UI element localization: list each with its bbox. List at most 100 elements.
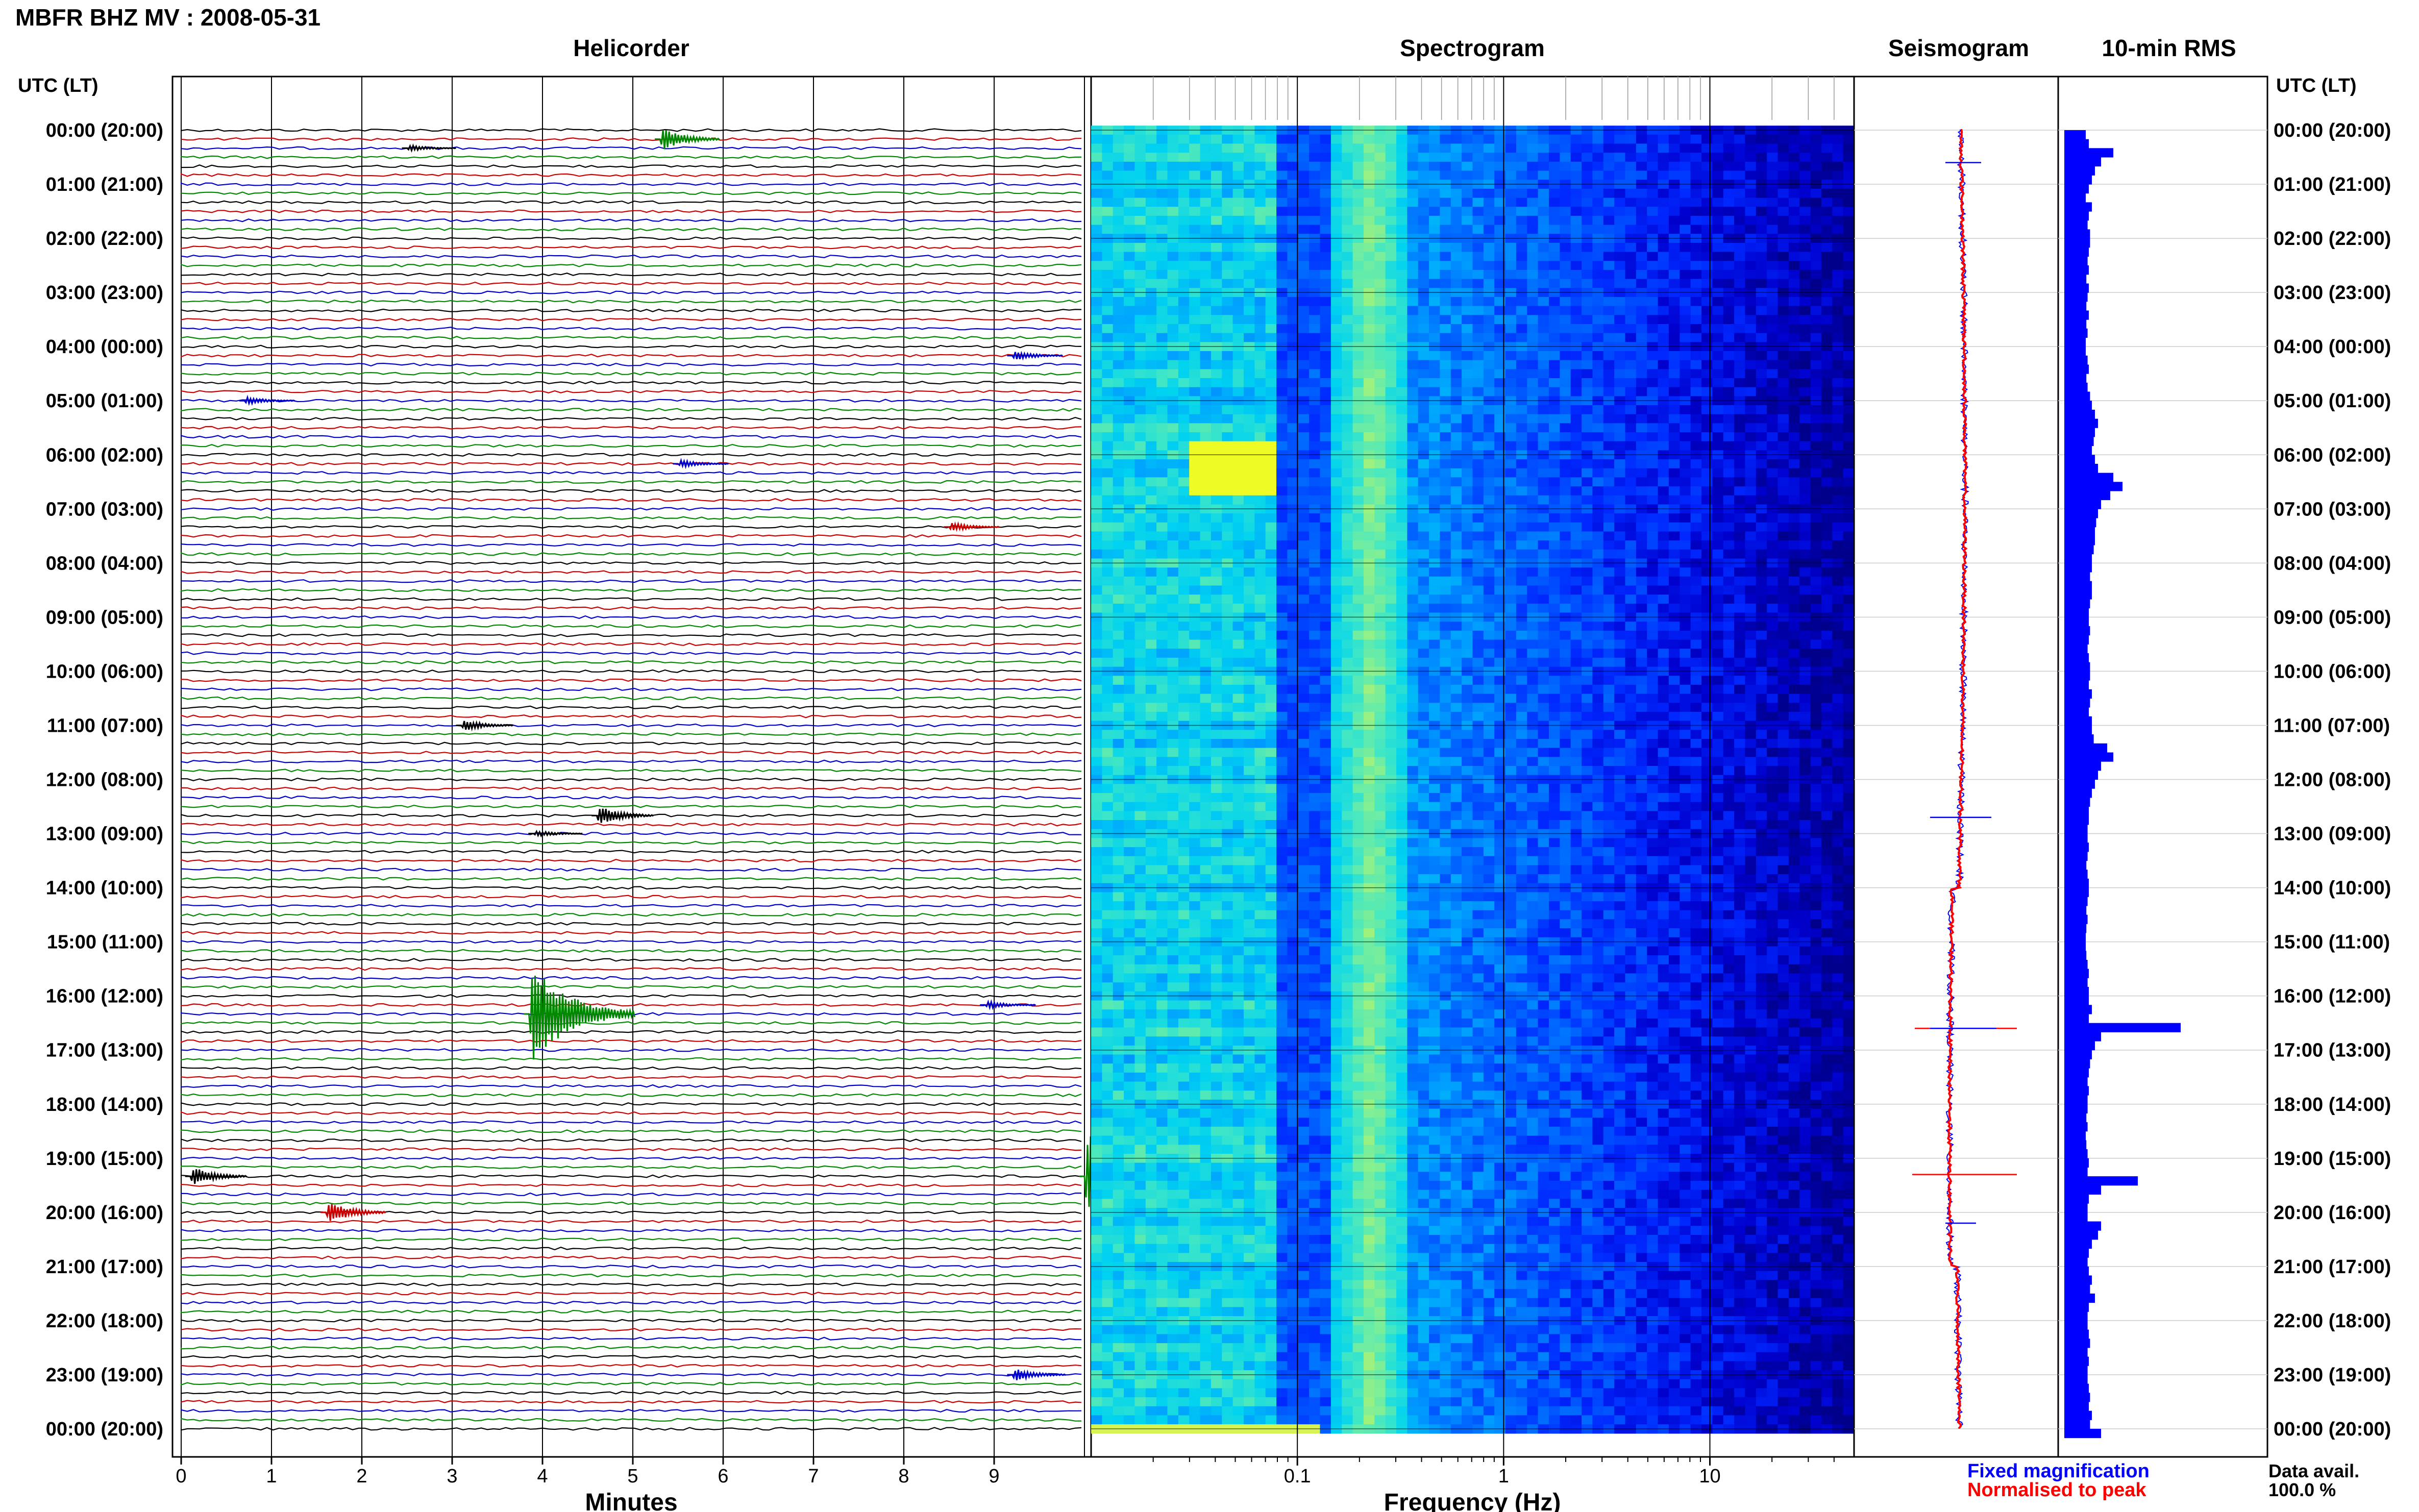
spectrogram-cell: [1091, 603, 1102, 613]
helicorder-event: [239, 394, 295, 406]
spectrogram-cell: [1113, 486, 1124, 496]
spectrogram-cell: [1102, 414, 1114, 424]
spectrogram-cell: [1330, 594, 1342, 604]
spectrogram-cell: [1472, 297, 1484, 307]
spectrogram-cell: [1712, 153, 1724, 162]
spectrogram-cell: [1778, 639, 1789, 649]
spectrogram-cell: [1570, 630, 1582, 640]
spectrogram-cell: [1516, 684, 1527, 695]
spectrogram-cell: [1462, 711, 1473, 722]
spectrogram-cell: [1472, 540, 1484, 550]
spectrogram-cell: [1832, 459, 1844, 469]
spectrogram-cell: [1832, 188, 1844, 199]
spectrogram-cell: [1560, 684, 1571, 695]
spectrogram-cell: [1734, 405, 1746, 415]
spectrogram-cell: [1756, 315, 1767, 325]
spectrogram-cell: [1450, 495, 1462, 505]
spectrogram-cell: [1385, 657, 1397, 667]
spectrogram-cell: [1658, 576, 1669, 586]
spectrogram-cell: [1538, 387, 1549, 396]
spectrogram-cell: [1658, 594, 1669, 604]
spectrogram-cell: [1167, 153, 1179, 162]
spectrogram-cell: [1592, 188, 1604, 199]
spectrogram-cell: [1647, 261, 1659, 270]
spectrogram-cell: [1363, 594, 1375, 604]
spectrogram-cell: [1538, 594, 1549, 604]
spectrogram-cell: [1582, 306, 1593, 315]
spectrogram-cell: [1320, 378, 1331, 388]
spectrogram-cell: [1472, 161, 1484, 171]
spectrogram-cell: [1788, 405, 1800, 415]
spectrogram-cell: [1462, 387, 1473, 396]
spectrogram-cell: [1418, 540, 1429, 550]
spectrogram-cell: [1396, 711, 1408, 722]
spectrogram-cell: [1189, 603, 1201, 613]
spectrogram-cell: [1778, 657, 1789, 667]
spectrogram-cell: [1200, 207, 1212, 216]
spectrogram-cell: [1668, 261, 1680, 270]
spectrogram-cell: [1374, 649, 1386, 658]
spectrogram-cell: [1091, 252, 1102, 261]
spectrogram-cell: [1778, 549, 1789, 559]
helicorder-trace: [180, 236, 1082, 240]
spectrogram-cell: [1232, 207, 1244, 216]
time-label-left: 21:00 (17:00): [46, 1256, 163, 1278]
spectrogram-cell: [1287, 261, 1299, 270]
spectrogram-cell: [1494, 197, 1506, 207]
spectrogram-cell: [1734, 333, 1746, 342]
spectrogram-cell: [1342, 215, 1353, 226]
spectrogram-cell: [1145, 522, 1157, 532]
spectrogram-cell: [1636, 387, 1647, 396]
spectrogram-cell: [1167, 495, 1179, 505]
spectrogram-cell: [1712, 549, 1724, 559]
helicorder-trace: [180, 1319, 1082, 1323]
spectrogram-cell: [1320, 242, 1331, 253]
spectrogram-cell: [1244, 711, 1255, 722]
spectrogram-cell: [1799, 297, 1811, 307]
spectrogram-cell: [1232, 306, 1244, 315]
spectrogram-cell: [1712, 279, 1724, 288]
spectrogram-cell: [1527, 369, 1539, 379]
spectrogram-cell: [1821, 188, 1833, 199]
spectrogram-cell: [1102, 522, 1114, 532]
spectrogram-cell: [1232, 170, 1244, 180]
spectrogram-cell: [1788, 170, 1800, 180]
spectrogram-cell: [1472, 576, 1484, 586]
helicorder-trace: [180, 705, 1082, 709]
spectrogram-cell: [1124, 684, 1136, 695]
spectrogram-cell: [1429, 684, 1441, 695]
spectrogram-cell: [1592, 297, 1604, 307]
spectrogram-cell: [1287, 405, 1299, 415]
spectrogram-cell: [1658, 649, 1669, 658]
spectrogram-cell: [1374, 351, 1386, 361]
spectrogram-cell: [1189, 513, 1201, 523]
spectrogram-cell: [1810, 576, 1822, 586]
spectrogram-cell: [1614, 468, 1626, 478]
spectrogram-cell: [1200, 414, 1212, 424]
spectrogram-cell: [1330, 414, 1342, 424]
spectrogram-cell: [1450, 567, 1462, 577]
helicorder-trace: [180, 1003, 1082, 1007]
spectrogram-cell: [1462, 197, 1473, 207]
spectrogram-cell: [1494, 134, 1506, 144]
spectrogram-cell: [1810, 531, 1822, 541]
spectrogram-cell: [1287, 711, 1299, 722]
spectrogram-cell: [1734, 207, 1746, 216]
spectrogram-cell: [1538, 684, 1549, 695]
spectrogram-cell: [1799, 468, 1811, 478]
spectrogram-cell: [1516, 468, 1527, 478]
spectrogram-cell: [1614, 315, 1626, 325]
spectrogram-cell: [1134, 567, 1146, 577]
spectrogram-cell: [1429, 567, 1441, 577]
spectrogram-cell: [1374, 585, 1386, 595]
spectrogram-cell: [1658, 684, 1669, 695]
spectrogram-cell: [1625, 594, 1637, 604]
spectrogram-cell: [1407, 215, 1419, 226]
spectrogram-cell: [1102, 134, 1114, 144]
spectrogram-cell: [1178, 360, 1190, 369]
spectrogram-cell: [1549, 730, 1560, 739]
spectrogram-cell: [1570, 387, 1582, 396]
spectrogram-cell: [1832, 495, 1844, 505]
spectrogram-cell: [1625, 711, 1637, 722]
spectrogram-cell: [1690, 215, 1702, 226]
